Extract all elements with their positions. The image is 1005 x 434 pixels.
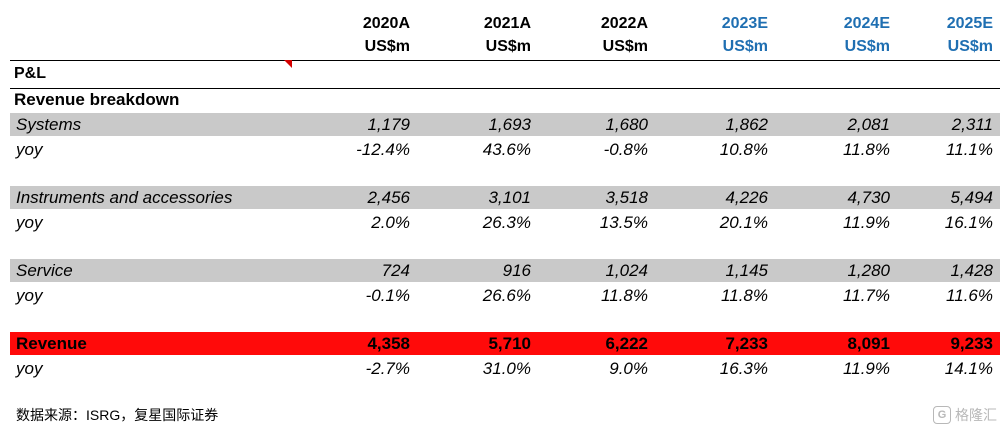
cell: -2.7% [290, 359, 410, 379]
col-unit: US$m [648, 35, 768, 58]
cell: -0.1% [290, 286, 410, 306]
col-unit: US$m [873, 35, 993, 58]
row-label: Instruments and accessories [16, 188, 232, 208]
cell: 2,311 [873, 115, 993, 135]
table-row-instruments: Instruments and accessories 2,456 3,101 … [10, 186, 1000, 209]
cell: 1,280 [770, 261, 890, 281]
cell: 7,233 [648, 334, 768, 354]
table-row-yoy: yoy -12.4% 43.6% -0.8% 10.8% 11.8% 11.1% [10, 138, 1000, 161]
col-header-0: 2020A US$m [290, 12, 410, 58]
cell: 2.0% [290, 213, 410, 233]
cell: 1,680 [528, 115, 648, 135]
col-year: 2021A [411, 12, 531, 35]
cell: 11.8% [648, 286, 768, 306]
cell: 1,428 [873, 261, 993, 281]
col-header-1: 2021A US$m [411, 12, 531, 58]
cell: 16.1% [873, 213, 993, 233]
col-header-4: 2024E US$m [770, 12, 890, 58]
cell: 4,730 [770, 188, 890, 208]
cell: 5,494 [873, 188, 993, 208]
cell: 31.0% [411, 359, 531, 379]
cell: 4,358 [290, 334, 410, 354]
cell: 5,710 [411, 334, 531, 354]
cell: 11.9% [770, 359, 890, 379]
col-unit: US$m [528, 35, 648, 58]
row-label: Service [16, 261, 73, 281]
col-unit: US$m [770, 35, 890, 58]
cell: 6,222 [528, 334, 648, 354]
pl-title: P&L [14, 65, 46, 83]
cell: 26.6% [411, 286, 531, 306]
cell: 11.8% [528, 286, 648, 306]
cell: 3,101 [411, 188, 531, 208]
cell: 11.9% [770, 213, 890, 233]
cell: 8,091 [770, 334, 890, 354]
cell: 1,145 [648, 261, 768, 281]
cell: 1,862 [648, 115, 768, 135]
cell: 9.0% [528, 359, 648, 379]
cell: 2,081 [770, 115, 890, 135]
col-year: 2022A [528, 12, 648, 35]
table-row-systems: Systems 1,179 1,693 1,680 1,862 2,081 2,… [10, 113, 1000, 136]
watermark: G 格隆汇 [933, 405, 997, 425]
row-label: yoy [16, 286, 42, 306]
col-year: 2025E [873, 12, 993, 35]
cell: 11.7% [770, 286, 890, 306]
cell: 11.8% [770, 140, 890, 160]
row-label: Revenue [16, 334, 87, 354]
cell: 11.6% [873, 286, 993, 306]
cell: 20.1% [648, 213, 768, 233]
section-title: Revenue breakdown [14, 90, 179, 110]
cell: 16.3% [648, 359, 768, 379]
cell: 13.5% [528, 213, 648, 233]
cell: 11.1% [873, 140, 993, 160]
cell: 1,693 [411, 115, 531, 135]
row-label: yoy [16, 359, 42, 379]
table-row-yoy: yoy -0.1% 26.6% 11.8% 11.8% 11.7% 11.6% [10, 284, 1000, 307]
col-header-5: 2025E US$m [873, 12, 993, 58]
cell: 26.3% [411, 213, 531, 233]
table-row-service: Service 724 916 1,024 1,145 1,280 1,428 [10, 259, 1000, 282]
col-unit: US$m [411, 35, 531, 58]
cell: 4,226 [648, 188, 768, 208]
cell: 1,179 [290, 115, 410, 135]
row-label: yoy [16, 140, 42, 160]
table-row-yoy: yoy 2.0% 26.3% 13.5% 20.1% 11.9% 16.1% [10, 211, 1000, 234]
pl-title-row: P&L [10, 61, 1000, 89]
col-year: 2024E [770, 12, 890, 35]
col-header-2: 2022A US$m [528, 12, 648, 58]
watermark-text: 格隆汇 [955, 405, 997, 425]
col-unit: US$m [290, 35, 410, 58]
cell: 3,518 [528, 188, 648, 208]
cell: 916 [411, 261, 531, 281]
cell: 10.8% [648, 140, 768, 160]
col-header-3: 2023E US$m [648, 12, 768, 58]
cell: 724 [290, 261, 410, 281]
row-label: yoy [16, 213, 42, 233]
cell: 9,233 [873, 334, 993, 354]
col-year: 2020A [290, 12, 410, 35]
table-row-yoy: yoy -2.7% 31.0% 9.0% 16.3% 11.9% 14.1% [10, 357, 1000, 380]
table-row-revenue: Revenue 4,358 5,710 6,222 7,233 8,091 9,… [10, 332, 1000, 355]
row-label: Systems [16, 115, 81, 135]
cell: -0.8% [528, 140, 648, 160]
cell: 14.1% [873, 359, 993, 379]
cell: 43.6% [411, 140, 531, 160]
cell: 1,024 [528, 261, 648, 281]
col-year: 2023E [648, 12, 768, 35]
source-note: 数据来源：ISRG，复星国际证券 [16, 405, 218, 425]
watermark-logo-icon: G [933, 406, 951, 424]
cell: -12.4% [290, 140, 410, 160]
cell: 2,456 [290, 188, 410, 208]
